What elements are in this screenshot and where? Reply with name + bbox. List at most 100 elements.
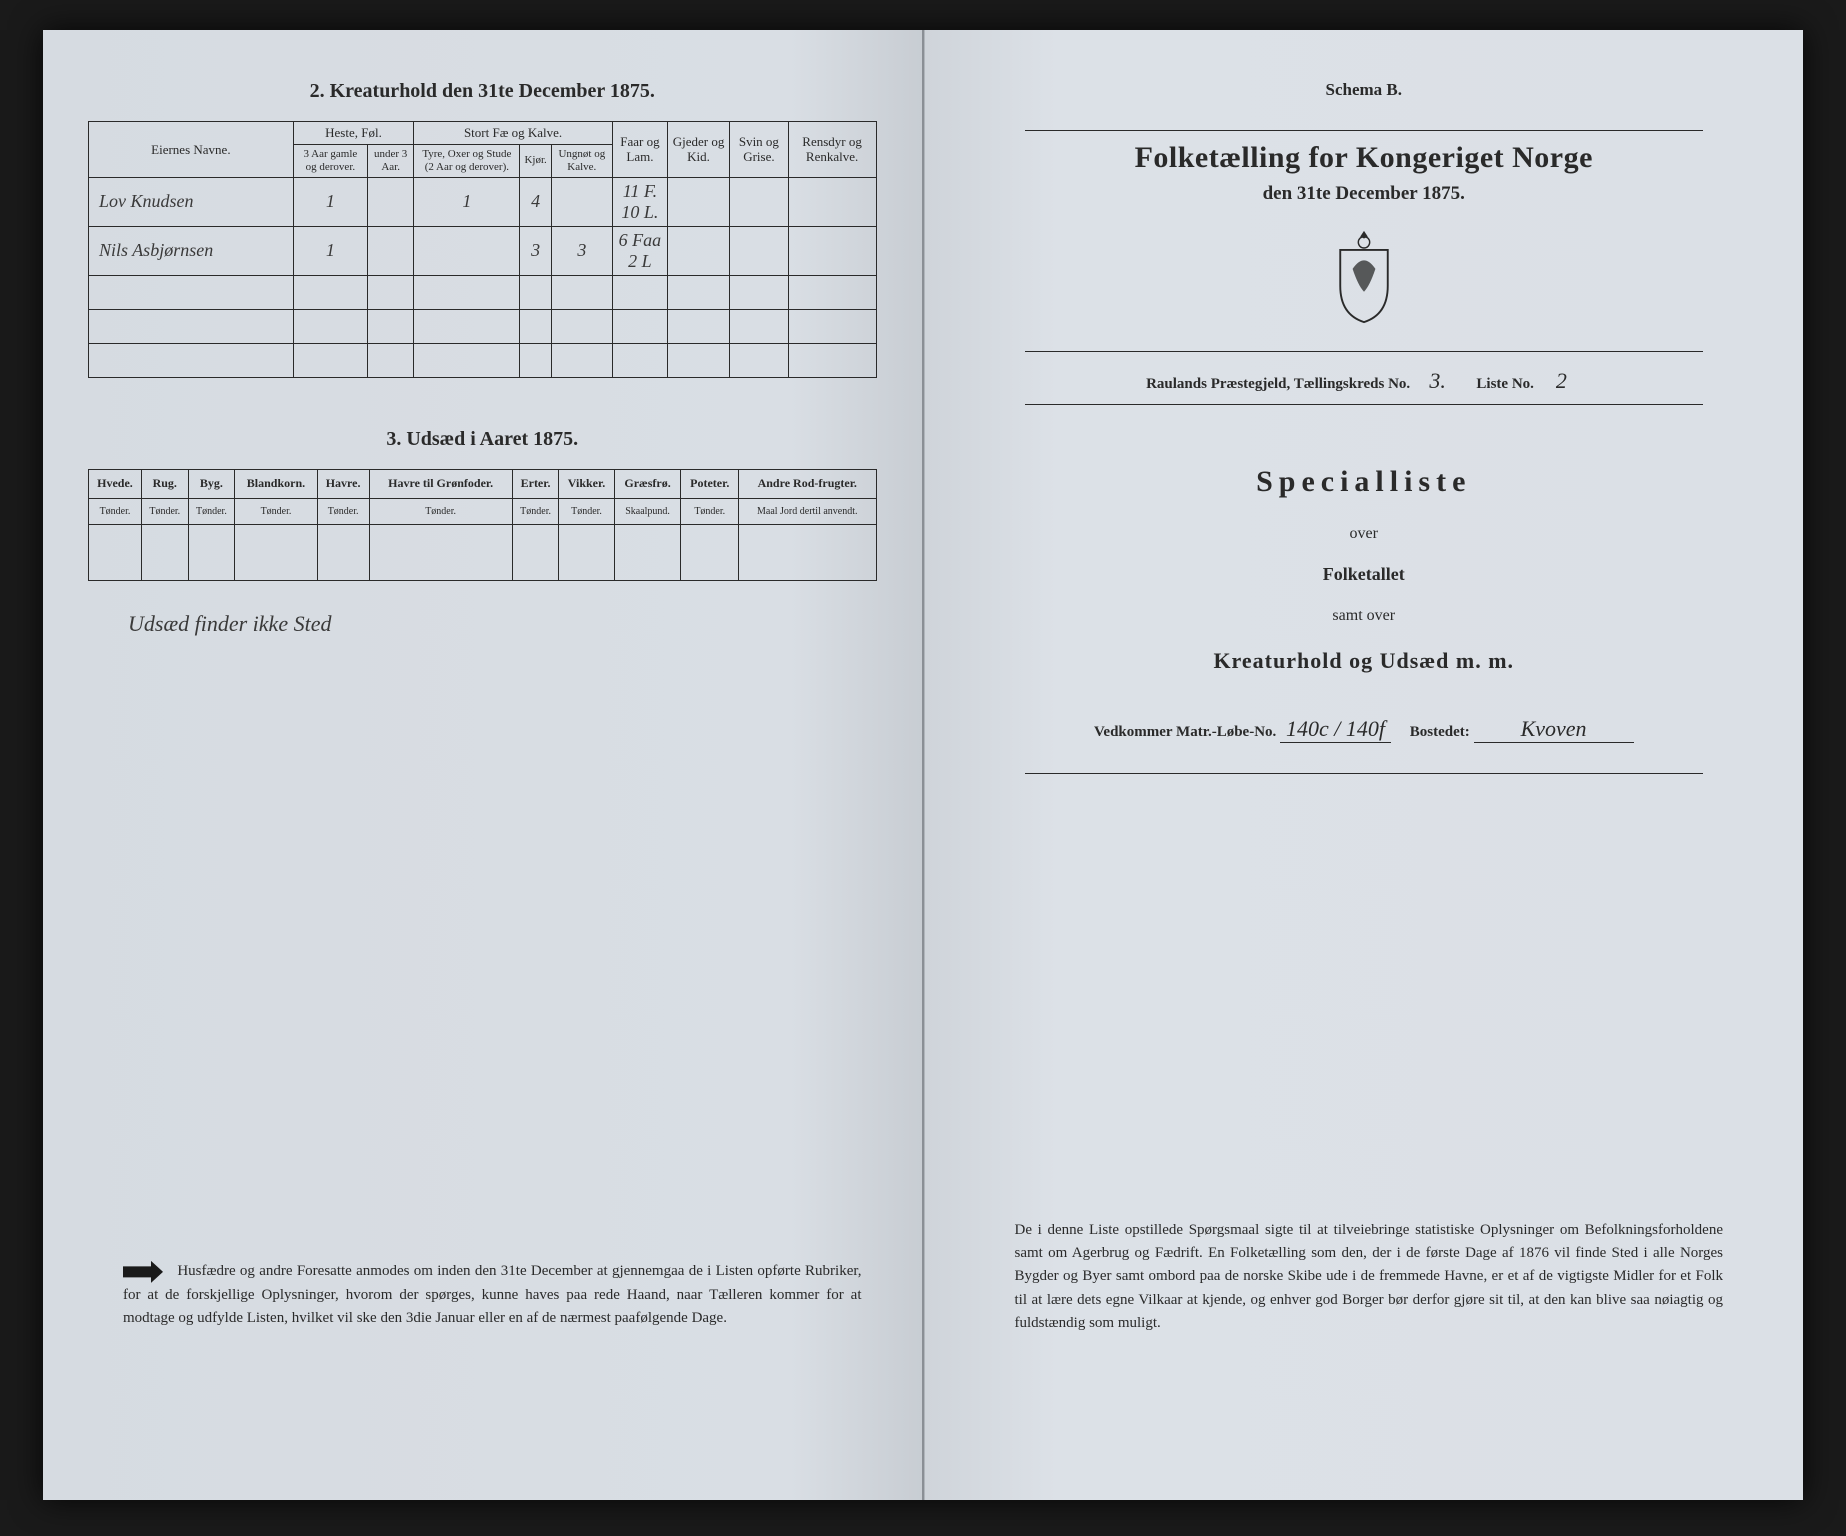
seed-col-sub: Tønder. <box>89 498 142 524</box>
cell-heste_a: 1 <box>293 177 367 226</box>
th-stort: Stort Fæ og Kalve. <box>414 122 613 145</box>
seed-cell <box>317 524 369 580</box>
cell-svin <box>730 177 789 226</box>
rule-top <box>1025 130 1703 131</box>
bosted-value: Kvoven <box>1474 716 1634 743</box>
cell-svin <box>730 226 789 275</box>
matr-line: Vedkommer Matr.-Løbe-No. 140c / 140f Bos… <box>970 716 1759 743</box>
livestock-row: Nils Asbjørnsen1336 Faa2 L <box>89 226 877 275</box>
th-name: Eiernes Navne. <box>89 122 294 178</box>
seed-table: Hvede.Rug.Byg.Blandkorn.Havre.Havre til … <box>88 469 877 581</box>
district-no: 3. <box>1418 368 1458 394</box>
census-document: 2. Kreaturhold den 31te December 1875. E… <box>43 30 1803 1500</box>
seed-cell <box>369 524 512 580</box>
seed-cell <box>614 524 681 580</box>
seed-cell <box>681 524 739 580</box>
folketallet: Folketallet <box>970 553 1759 596</box>
th-stort-b: Kjør. <box>520 144 551 177</box>
schema-label: Schema B. <box>970 80 1759 100</box>
seed-cell <box>559 524 614 580</box>
rule-mid2 <box>1025 404 1703 405</box>
seed-col-sub: Tønder. <box>141 498 188 524</box>
th-gjeder: Gjeder og Kid. <box>667 122 729 178</box>
seed-cell <box>188 524 235 580</box>
cell-faar: 6 Faa2 L <box>612 226 667 275</box>
th-stort-c: Ungnøt og Kalve. <box>551 144 612 177</box>
liste-label: Liste No. <box>1476 376 1534 392</box>
livestock-row-blank <box>89 343 877 377</box>
liste-no: 2 <box>1541 368 1581 394</box>
livestock-table: Eiernes Navne. Heste, Føl. Stort Fæ og K… <box>88 121 877 378</box>
th-faar: Faar og Lam. <box>612 122 667 178</box>
seed-cell <box>141 524 188 580</box>
cell-stort_c <box>551 177 612 226</box>
seed-col-sub: Tønder. <box>681 498 739 524</box>
th-stort-a: Tyre, Oxer og Stude (2 Aar og derover). <box>414 144 520 177</box>
th-heste-a: 3 Aar gamle og derover. <box>293 144 367 177</box>
owner-name: Lov Knudsen <box>89 177 294 226</box>
seed-cell <box>739 524 876 580</box>
cell-faar: 11 F.10 L. <box>612 177 667 226</box>
cell-gjeder <box>667 226 729 275</box>
cell-stort_c: 3 <box>551 226 612 275</box>
seed-col-sub: Tønder. <box>369 498 512 524</box>
seed-cell <box>89 524 142 580</box>
seed-col-sub: Tønder. <box>188 498 235 524</box>
seed-col-head: Græsfrø. <box>614 469 681 498</box>
seed-col-sub: Tønder. <box>235 498 317 524</box>
seed-cell <box>512 524 559 580</box>
section3-title: 3. Udsæd i Aaret 1875. <box>88 428 877 451</box>
left-footnote-text: Husfædre og andre Foresatte anmodes om i… <box>123 1263 862 1326</box>
cell-gjeder <box>667 177 729 226</box>
seed-col-head: Vikker. <box>559 469 614 498</box>
sub-list: over Folketallet samt over Kreaturhold o… <box>970 515 1759 688</box>
left-footnote: Husfædre og andre Foresatte anmodes om i… <box>123 1260 862 1330</box>
coat-of-arms-icon <box>970 229 1759 329</box>
livestock-row-blank <box>89 309 877 343</box>
over-1: over <box>970 515 1759 553</box>
cell-rensdyr <box>788 177 876 226</box>
livestock-row: Lov Knudsen11411 F.10 L. <box>89 177 877 226</box>
seed-col-head: Blandkorn. <box>235 469 317 498</box>
th-rensdyr: Rensdyr og Renkalve. <box>788 122 876 178</box>
cell-heste_b <box>368 177 414 226</box>
section2-title: 2. Kreaturhold den 31te December 1875. <box>88 80 877 103</box>
owner-name: Nils Asbjørnsen <box>89 226 294 275</box>
seed-cell <box>235 524 317 580</box>
seed-col-sub: Maal Jord dertil anvendt. <box>739 498 876 524</box>
kreatur-line: Kreaturhold og Udsæd m. m. <box>970 635 1759 688</box>
seed-col-sub: Tønder. <box>512 498 559 524</box>
rule-mid1 <box>1025 351 1703 352</box>
matr-label: Vedkommer Matr.-Løbe-No. <box>1094 724 1276 740</box>
seed-handwritten-note: Udsæd finder ikke Sted <box>128 611 877 637</box>
bosted-label: Bostedet: <box>1410 724 1470 740</box>
cell-rensdyr <box>788 226 876 275</box>
seed-col-sub: Tønder. <box>559 498 614 524</box>
seed-col-sub: Skaalpund. <box>614 498 681 524</box>
seed-col-sub: Tønder. <box>317 498 369 524</box>
district-line: Raulands Præstegjeld, Tællingskreds No. … <box>970 368 1759 394</box>
district-prefix: Raulands Præstegjeld, Tællingskreds No. <box>1146 376 1410 392</box>
rule-bot <box>1025 773 1703 774</box>
left-page: 2. Kreaturhold den 31te December 1875. E… <box>43 30 924 1500</box>
date-line: den 31te December 1875. <box>970 183 1759 205</box>
cell-heste_b <box>368 226 414 275</box>
main-title: Folketælling for Kongeriget Norge <box>970 141 1759 175</box>
th-heste: Heste, Føl. <box>293 122 414 145</box>
cell-stort_b: 4 <box>520 177 551 226</box>
cell-heste_a: 1 <box>293 226 367 275</box>
seed-col-head: Poteter. <box>681 469 739 498</box>
cell-stort_a <box>414 226 520 275</box>
seed-col-head: Havre til Grønfoder. <box>369 469 512 498</box>
seed-col-head: Erter. <box>512 469 559 498</box>
th-heste-b: under 3 Aar. <box>368 144 414 177</box>
cell-stort_a: 1 <box>414 177 520 226</box>
hand-pointer-icon <box>123 1261 163 1283</box>
livestock-row-blank <box>89 275 877 309</box>
matr-value: 140c / 140f <box>1280 716 1391 743</box>
seed-col-head: Hvede. <box>89 469 142 498</box>
right-footnote: De i denne Liste opstillede Spørgsmaal s… <box>1015 1219 1724 1335</box>
cell-stort_b: 3 <box>520 226 551 275</box>
right-page: Schema B. Folketælling for Kongeriget No… <box>924 30 1804 1500</box>
seed-col-head: Rug. <box>141 469 188 498</box>
